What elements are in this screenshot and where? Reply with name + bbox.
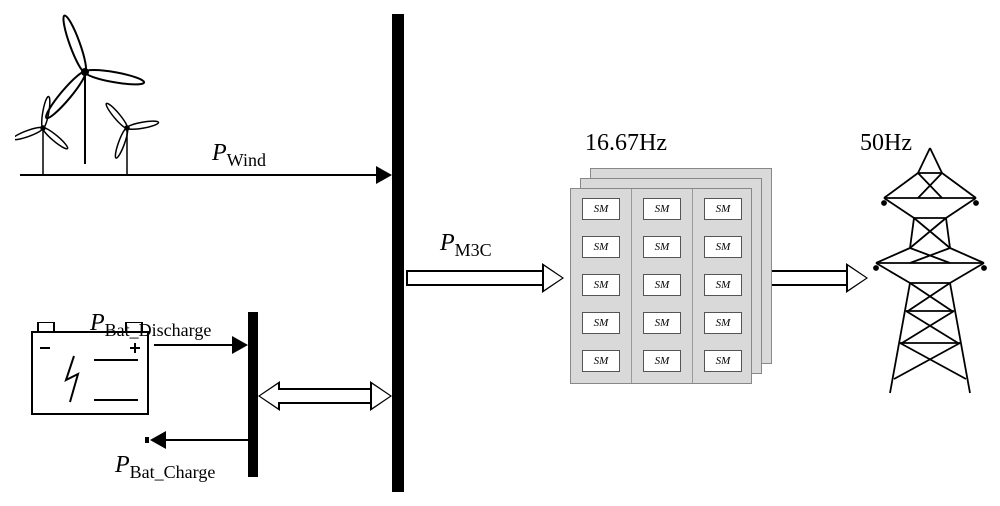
sm-cell: SM bbox=[704, 274, 742, 296]
sm-cell: SM bbox=[704, 350, 742, 372]
sm-cell: SM bbox=[643, 236, 681, 258]
sm-cell: SM bbox=[582, 198, 620, 220]
freq-high-label: 50Hz bbox=[860, 130, 912, 157]
p-bat-discharge-label: PBat_Discharge bbox=[90, 310, 211, 341]
sm-cell: SM bbox=[704, 198, 742, 220]
sm-cell: SM bbox=[643, 198, 681, 220]
sm-cell: SM bbox=[582, 350, 620, 372]
sm-cell: SM bbox=[643, 274, 681, 296]
freq-low-label: 16.67Hz bbox=[585, 130, 667, 157]
sm-cell: SM bbox=[582, 236, 620, 258]
p-wind-label: PWind bbox=[212, 140, 266, 171]
sm-cell: SM bbox=[582, 274, 620, 296]
discharge-arrow bbox=[154, 344, 234, 346]
main-busbar bbox=[392, 14, 404, 492]
sm-cell: SM bbox=[704, 312, 742, 334]
sm-cell: SM bbox=[643, 312, 681, 334]
p-bat-charge-label: PBat_Charge bbox=[115, 452, 215, 483]
sm-cell: SM bbox=[582, 312, 620, 334]
sm-cell: SM bbox=[643, 350, 681, 372]
sub-busbar bbox=[248, 312, 258, 477]
transmission-tower-icon bbox=[870, 143, 990, 403]
wind-arrow bbox=[154, 174, 376, 176]
wind-turbines-icon bbox=[15, 0, 185, 190]
grid-arrow bbox=[756, 263, 868, 293]
charge-arrow bbox=[166, 439, 248, 441]
sm-cell: SM bbox=[704, 236, 742, 258]
p-m3c-label: PM3C bbox=[440, 230, 492, 261]
m3c-arrow bbox=[406, 263, 564, 293]
battery-bus-double-arrow bbox=[258, 381, 392, 411]
